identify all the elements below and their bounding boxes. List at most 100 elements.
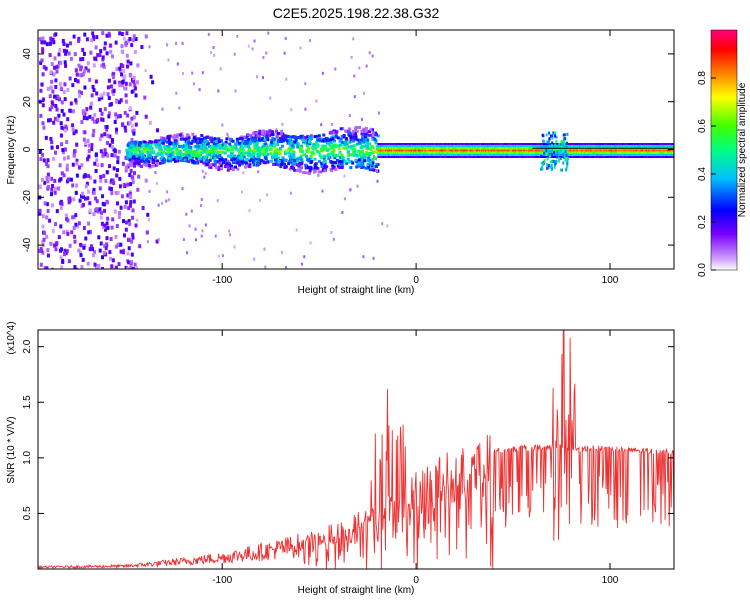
spectrogram-cell xyxy=(65,49,69,54)
spectrogram-cell xyxy=(131,235,135,240)
spectrogram-cell xyxy=(148,154,152,157)
spectrogram-cell xyxy=(195,141,199,145)
spectrogram-cell xyxy=(290,108,293,112)
spectrogram-cell xyxy=(69,177,73,182)
spectrogram-cell xyxy=(130,148,134,152)
spectrogram-cell xyxy=(358,160,362,164)
spectrogram-cell xyxy=(301,139,305,143)
spectrogram-cell xyxy=(55,241,59,246)
spectrogram-cell xyxy=(169,141,173,145)
spectrogram-cell xyxy=(106,133,110,138)
spectrogram-cell xyxy=(142,140,146,144)
spectrogram-cell xyxy=(105,127,109,132)
spectrogram-cell xyxy=(314,165,318,169)
spectrogram-cell xyxy=(235,147,239,151)
spectrogram-cell xyxy=(262,148,266,152)
spectrogram-cell xyxy=(41,36,45,41)
spectrogram-cell xyxy=(161,201,163,205)
spectrogram-cell xyxy=(91,84,95,89)
snr-ylabel: SNR (10 * V/V) xyxy=(6,416,17,483)
spectrogram-cell xyxy=(217,137,221,141)
spectrogram-cell xyxy=(227,154,230,158)
spectrogram-cell xyxy=(175,135,179,138)
spectrogram-cell xyxy=(45,215,49,220)
spectrogram-cell xyxy=(105,242,108,247)
spectrogram-cell xyxy=(132,155,136,159)
spectrogram-cell xyxy=(64,63,68,68)
spectrogram-cell xyxy=(67,196,71,201)
spectrogram-cell xyxy=(541,147,544,151)
spectrogram-cell xyxy=(344,129,348,133)
spectrogram-cell xyxy=(68,243,72,248)
spectrogram-cell xyxy=(126,193,130,198)
spectrogram-cell xyxy=(60,100,64,105)
spectrogram-cell xyxy=(299,154,303,158)
spectrogram-cell xyxy=(41,72,45,77)
spectrogram-cell xyxy=(215,137,219,141)
spectrogram-cell xyxy=(555,135,558,139)
spectrogram-cell xyxy=(343,159,347,163)
spectrogram-cell xyxy=(288,167,292,171)
spectrogram-cell xyxy=(224,140,228,144)
spectrogram-cell xyxy=(73,52,77,57)
spectrogram-cell xyxy=(348,160,352,164)
spectrogram-cell xyxy=(128,141,132,145)
spectrogram-cell xyxy=(235,137,239,141)
spectrogram-cell xyxy=(187,145,191,149)
spectrogram-cell xyxy=(146,212,150,217)
spectrogram-cell xyxy=(128,203,132,208)
spectrogram-cell xyxy=(565,168,568,172)
spectrogram-cell xyxy=(129,182,133,187)
spectrogram-cell xyxy=(66,155,70,160)
spectrogram-cell xyxy=(130,116,134,121)
spectrogram-cell xyxy=(107,78,111,83)
spectrogram-cell xyxy=(370,144,374,148)
spectrogram-cell xyxy=(233,160,237,164)
spectrogram-cell xyxy=(196,137,200,141)
spectrogram-cell xyxy=(202,157,206,161)
spectrogram-cell xyxy=(67,177,70,182)
spectrogram-cell xyxy=(94,57,98,62)
spectrogram-cell xyxy=(123,86,126,91)
spectrogram-cell xyxy=(277,156,281,160)
spectrogram-cell xyxy=(313,135,317,139)
spectrogram-cell xyxy=(171,146,175,150)
spectrogram-cell xyxy=(287,135,291,139)
spectrogram-cell xyxy=(62,48,66,53)
spectrogram-cell xyxy=(296,136,300,140)
spectrogram-cell xyxy=(193,150,197,154)
spectrogram-cell xyxy=(84,196,87,201)
spectrogram-cell xyxy=(273,153,277,157)
spectrogram-cell xyxy=(39,113,43,118)
spectrogram-cell xyxy=(63,97,67,102)
spectrogram-cell xyxy=(285,149,289,153)
spectrogram-cell xyxy=(132,34,136,39)
spectrogram-cell xyxy=(84,184,88,189)
spectrogram-cell xyxy=(359,155,363,159)
spectrogram-cell xyxy=(193,82,195,86)
spectrogram-cell xyxy=(149,143,153,147)
spectrogram-cell xyxy=(187,154,191,158)
spectrogram-cell xyxy=(213,164,217,167)
spectrogram-cell xyxy=(103,41,107,46)
spectrogram-cell xyxy=(564,154,567,158)
spectrogram-cell xyxy=(236,140,240,144)
spectrogram-cell xyxy=(54,222,58,227)
spectrogram-cell xyxy=(56,118,60,123)
spectrogram-cell xyxy=(79,57,83,62)
spectrogram-cell xyxy=(83,130,87,135)
spectrogram-cell xyxy=(211,163,215,167)
spectrogram-cell xyxy=(361,162,365,166)
spectrogram-cell xyxy=(247,44,250,48)
spectrogram-cell xyxy=(145,150,149,154)
spectrogram-cell xyxy=(550,164,553,167)
spectrogram-cell xyxy=(200,160,203,163)
spectrogram-cell xyxy=(563,139,566,143)
spectrogram-cell xyxy=(129,143,133,147)
spectrogram-cell xyxy=(127,206,131,211)
spectrogram-cell xyxy=(313,146,316,150)
spectrogram-cell xyxy=(278,147,282,150)
spectrogram-cell xyxy=(134,149,138,153)
spectrogram-cell xyxy=(58,82,62,87)
spectrogram-cell xyxy=(100,163,104,168)
